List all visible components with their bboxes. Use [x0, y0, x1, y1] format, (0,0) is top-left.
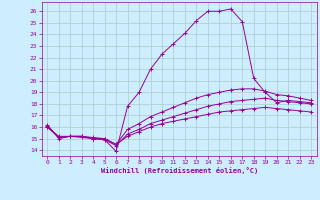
X-axis label: Windchill (Refroidissement éolien,°C): Windchill (Refroidissement éolien,°C) [100, 167, 258, 174]
